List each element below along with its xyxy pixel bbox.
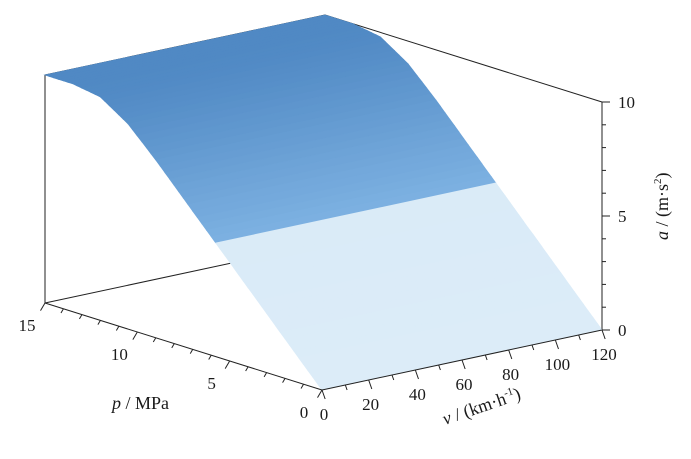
p-tick-mark bbox=[97, 320, 101, 325]
p-tick-mark bbox=[171, 343, 175, 349]
p-axis-line bbox=[44, 302, 323, 391]
v-tick-mark bbox=[344, 384, 348, 391]
a-axis-ticks: 0 5 10 bbox=[602, 93, 635, 340]
v-tick-mark bbox=[484, 354, 488, 361]
p-tick-mark bbox=[224, 360, 231, 369]
p-tick-mark bbox=[317, 389, 323, 398]
p-tick-label: 5 bbox=[207, 374, 216, 393]
v-tick-label: 40 bbox=[409, 385, 426, 404]
p-axis-ticks: 0 5 10 15 bbox=[19, 302, 323, 422]
a-axis-label: a / (m·s2) bbox=[652, 173, 673, 241]
p-tick-mark bbox=[79, 314, 83, 320]
p-tick-mark bbox=[208, 354, 212, 360]
p-tick-mark bbox=[152, 337, 157, 343]
p-tick-mark bbox=[115, 325, 120, 331]
v-tick-label: 80 bbox=[502, 365, 519, 384]
p-tick-mark bbox=[282, 378, 286, 383]
v-tick-mark bbox=[554, 339, 559, 350]
p-tick-label: 15 bbox=[19, 316, 36, 335]
p-tick-mark bbox=[60, 308, 64, 314]
p-tick-mark bbox=[300, 383, 304, 389]
p-tick-mark bbox=[132, 331, 138, 340]
a-tick-label: 5 bbox=[618, 207, 627, 226]
v-tick-mark bbox=[321, 389, 326, 400]
v-tick-label: 100 bbox=[545, 355, 571, 374]
v-tick-label: 60 bbox=[456, 375, 473, 394]
p-tick-mark bbox=[40, 302, 46, 311]
p-tick-mark bbox=[263, 372, 268, 378]
v-tick-label: 20 bbox=[362, 395, 379, 414]
v-tick-mark bbox=[368, 379, 373, 390]
top-right-edge bbox=[324, 14, 603, 103]
v-tick-mark bbox=[414, 369, 419, 380]
a-tick-label: 10 bbox=[618, 93, 635, 112]
p-tick-label: 0 bbox=[300, 403, 309, 422]
p-axis-label: p / MPa bbox=[110, 393, 169, 413]
a-tick-label: 0 bbox=[618, 321, 627, 340]
v-tick-mark bbox=[531, 344, 535, 351]
v-tick-label: 120 bbox=[591, 345, 617, 364]
p-tick-mark bbox=[189, 349, 194, 354]
v-tick-mark bbox=[508, 349, 513, 360]
v-tick-mark bbox=[461, 359, 466, 370]
v-axis-ticks: 0 20 40 60 80 100 120 bbox=[320, 329, 617, 424]
v-tick-mark bbox=[601, 329, 606, 340]
v-tick-mark bbox=[578, 334, 581, 341]
v-tick-mark bbox=[438, 364, 441, 371]
p-tick-label: 10 bbox=[111, 345, 128, 364]
p-tick-mark bbox=[245, 366, 249, 372]
v-axis-label: v / (km·h-1) bbox=[440, 383, 524, 429]
v-tick-label: 0 bbox=[320, 405, 329, 424]
v-tick-mark bbox=[391, 374, 395, 381]
surface-plot bbox=[43, 14, 603, 391]
